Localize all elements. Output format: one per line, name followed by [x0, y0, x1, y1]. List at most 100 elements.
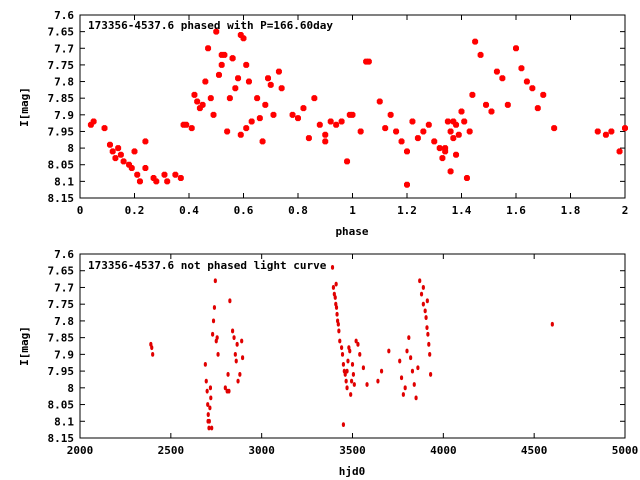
y-tick-label: 7.65	[48, 26, 75, 39]
data-point	[436, 145, 443, 152]
data-point	[405, 348, 409, 354]
axis-ticks: 2000 2500 3000 3500 4000 4500 5000 7.6 7.65 7.7 7.…	[48, 248, 639, 457]
data-point	[409, 118, 416, 125]
data-point	[231, 328, 235, 334]
x-tick-label: 2	[622, 204, 629, 217]
chart-title: 173356-4537.6 not phased light curve	[88, 259, 327, 272]
data-point	[429, 372, 433, 377]
x-tick-label: 3500	[339, 444, 366, 457]
y-tick-label: 7.95	[48, 365, 75, 378]
data-point	[349, 378, 354, 384]
data-point	[333, 121, 340, 128]
data-point	[401, 392, 405, 397]
x-tick-label: 0	[77, 204, 84, 217]
data-point	[90, 118, 97, 125]
data-point	[472, 38, 479, 45]
data-point	[270, 111, 277, 118]
data-point	[398, 138, 405, 145]
data-point	[466, 128, 473, 135]
data-point	[512, 45, 520, 52]
y-tick-label: 8.1	[54, 415, 74, 428]
data-point	[191, 91, 198, 98]
data-point	[188, 125, 195, 132]
y-tick-label: 7.8	[54, 315, 74, 328]
data-point	[172, 171, 179, 178]
data-point	[420, 128, 427, 135]
data-point	[101, 125, 108, 132]
data-point	[331, 285, 336, 290]
data-point	[340, 345, 344, 351]
data-point	[112, 155, 119, 162]
data-point	[87, 121, 94, 128]
data-point	[428, 351, 432, 357]
data-point	[338, 118, 345, 125]
data-point	[499, 75, 506, 82]
data-point	[621, 125, 629, 132]
data-point	[210, 425, 214, 431]
data-point	[243, 61, 250, 68]
data-point	[602, 131, 609, 138]
data-point	[327, 118, 334, 125]
data-point	[213, 278, 217, 284]
data-point	[442, 145, 449, 152]
y-axis-label: I[mag]	[18, 326, 31, 366]
data-point	[216, 351, 220, 357]
data-point	[334, 305, 339, 310]
y-tick-label: 8.05	[48, 399, 75, 412]
data-points	[149, 264, 554, 431]
y-tick-label: 7.7	[54, 281, 74, 294]
data-point	[431, 138, 438, 145]
data-point	[275, 68, 282, 75]
data-point	[330, 264, 335, 270]
data-point	[361, 365, 365, 371]
data-point	[204, 378, 208, 384]
data-point	[227, 388, 231, 394]
plot-frame	[79, 14, 626, 199]
data-point	[493, 68, 500, 75]
data-point	[142, 165, 149, 172]
data-point	[194, 98, 201, 105]
data-point	[264, 75, 272, 82]
data-point	[423, 308, 427, 314]
data-point	[439, 155, 446, 162]
data-point	[311, 95, 318, 102]
data-point	[150, 345, 154, 351]
data-point	[232, 335, 236, 341]
x-axis-label: phase	[335, 225, 368, 238]
data-point	[322, 138, 329, 145]
data-point	[350, 362, 355, 367]
data-point	[267, 81, 274, 88]
data-point	[161, 171, 168, 178]
y-tick-label: 7.85	[48, 92, 75, 105]
data-point	[128, 165, 135, 172]
data-point	[407, 335, 411, 341]
x-tick-label: 3000	[248, 444, 275, 457]
data-point	[344, 378, 348, 384]
x-tick-label: 1.2	[397, 204, 417, 217]
data-point	[416, 365, 420, 371]
data-point	[209, 395, 213, 401]
data-point	[205, 45, 212, 52]
data-point	[534, 105, 541, 112]
data-point	[208, 385, 213, 391]
data-point	[334, 281, 338, 287]
data-point	[226, 95, 233, 102]
data-point	[300, 105, 307, 112]
x-tick-label: 4000	[430, 444, 457, 457]
data-point	[403, 148, 411, 155]
data-point	[316, 121, 323, 128]
data-point	[278, 85, 285, 92]
data-points	[87, 28, 629, 188]
y-tick-label: 8	[67, 382, 74, 395]
data-point	[447, 128, 454, 135]
data-point	[343, 372, 347, 377]
y-tick-label: 7.9	[54, 348, 74, 361]
y-tick-label: 8	[67, 142, 74, 155]
data-point	[409, 355, 413, 361]
data-point	[419, 291, 424, 297]
data-point	[335, 311, 339, 317]
data-point	[345, 368, 349, 374]
data-point	[206, 402, 210, 407]
data-point	[259, 138, 266, 145]
y-tick-label: 7.85	[48, 332, 75, 345]
